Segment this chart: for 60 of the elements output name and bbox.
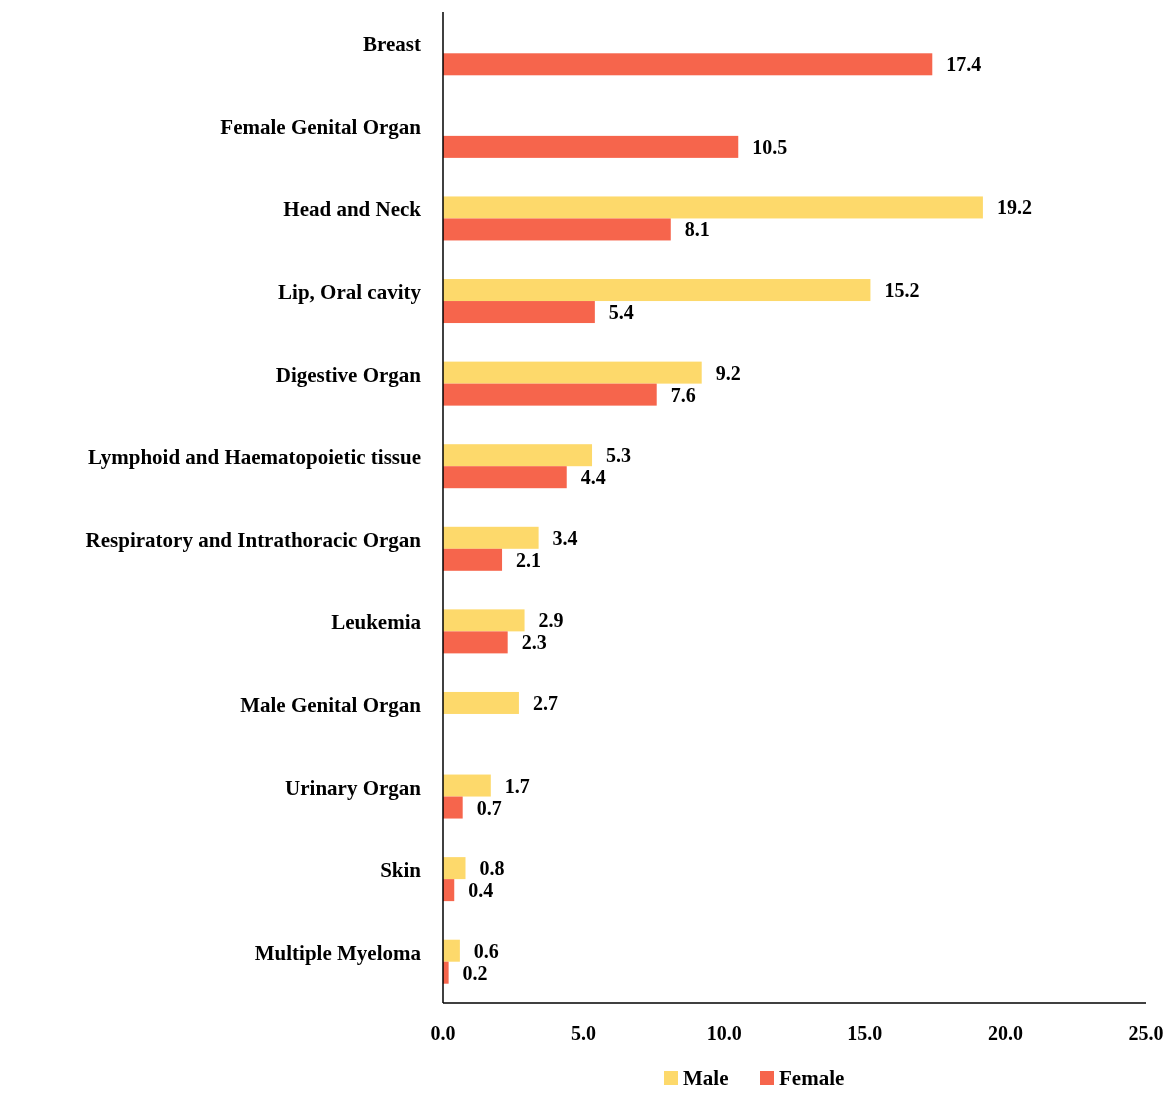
data-label: 19.2 bbox=[996, 196, 1032, 219]
y-tick-label: Digestive Organ bbox=[275, 362, 422, 387]
x-tick-label: 25.0 bbox=[1128, 1022, 1164, 1044]
bar bbox=[443, 383, 657, 406]
x-tick-label: 0.0 bbox=[430, 1022, 456, 1044]
data-label: 15.2 bbox=[884, 279, 920, 302]
data-label: 17.4 bbox=[946, 53, 982, 76]
data-label: 0.8 bbox=[479, 857, 505, 880]
data-label: 2.7 bbox=[532, 691, 558, 714]
x-tick-label: 15.0 bbox=[847, 1022, 883, 1044]
data-label: 7.6 bbox=[670, 383, 696, 406]
data-label: 0.6 bbox=[473, 939, 499, 962]
y-tick-label: Breast bbox=[363, 32, 421, 57]
data-label: 5.3 bbox=[606, 444, 632, 467]
x-tick-label: 20.0 bbox=[987, 1022, 1023, 1044]
bar bbox=[443, 857, 466, 880]
legend-label: Male bbox=[683, 1066, 729, 1090]
data-label: 8.1 bbox=[684, 218, 710, 241]
bar bbox=[443, 548, 503, 571]
data-label: 2.1 bbox=[516, 548, 542, 571]
y-tick-label: Lymphoid and Haematopoietic tissue bbox=[87, 445, 421, 470]
x-tick-label: 10.0 bbox=[706, 1022, 742, 1044]
data-label: 0.2 bbox=[462, 961, 488, 984]
y-tick-label: Urinary Organ bbox=[285, 775, 422, 800]
data-label: 1.7 bbox=[504, 774, 530, 797]
bar bbox=[443, 796, 463, 819]
bar bbox=[443, 53, 933, 76]
bar bbox=[443, 218, 671, 241]
bar bbox=[443, 774, 491, 797]
data-label: 4.4 bbox=[580, 466, 606, 489]
y-tick-label: Multiple Myeloma bbox=[254, 940, 422, 965]
data-label: 0.7 bbox=[476, 796, 502, 819]
bar bbox=[443, 631, 508, 654]
data-label: 0.4 bbox=[468, 879, 494, 902]
y-tick-label: Leukemia bbox=[331, 610, 422, 635]
data-label: 2.3 bbox=[521, 631, 547, 654]
y-tick-label: Respiratory and Intrathoracic Organ bbox=[85, 527, 422, 552]
y-tick-label: Female Genital Organ bbox=[220, 114, 422, 139]
y-tick-label: Head and Neck bbox=[283, 197, 422, 222]
x-tick-label: 5.0 bbox=[571, 1022, 597, 1044]
bar bbox=[443, 444, 593, 467]
bar bbox=[443, 196, 983, 219]
data-label: 5.4 bbox=[608, 301, 634, 324]
data-label: 2.9 bbox=[538, 609, 564, 632]
bar bbox=[443, 691, 519, 714]
y-tick-label: Skin bbox=[380, 858, 422, 883]
data-label: 3.4 bbox=[552, 526, 578, 549]
bar bbox=[443, 279, 871, 302]
y-tick-label: Lip, Oral cavity bbox=[278, 280, 422, 305]
bar bbox=[443, 526, 539, 549]
legend-label: Female bbox=[779, 1066, 845, 1090]
bar bbox=[443, 301, 595, 324]
data-label: 10.5 bbox=[752, 135, 788, 158]
y-tick-label: Male Genital Organ bbox=[240, 692, 422, 717]
bar bbox=[443, 939, 460, 962]
bar bbox=[443, 135, 739, 158]
data-label: 9.2 bbox=[715, 361, 741, 384]
bar bbox=[443, 361, 702, 384]
bar bbox=[443, 609, 525, 632]
bar bbox=[443, 466, 567, 489]
